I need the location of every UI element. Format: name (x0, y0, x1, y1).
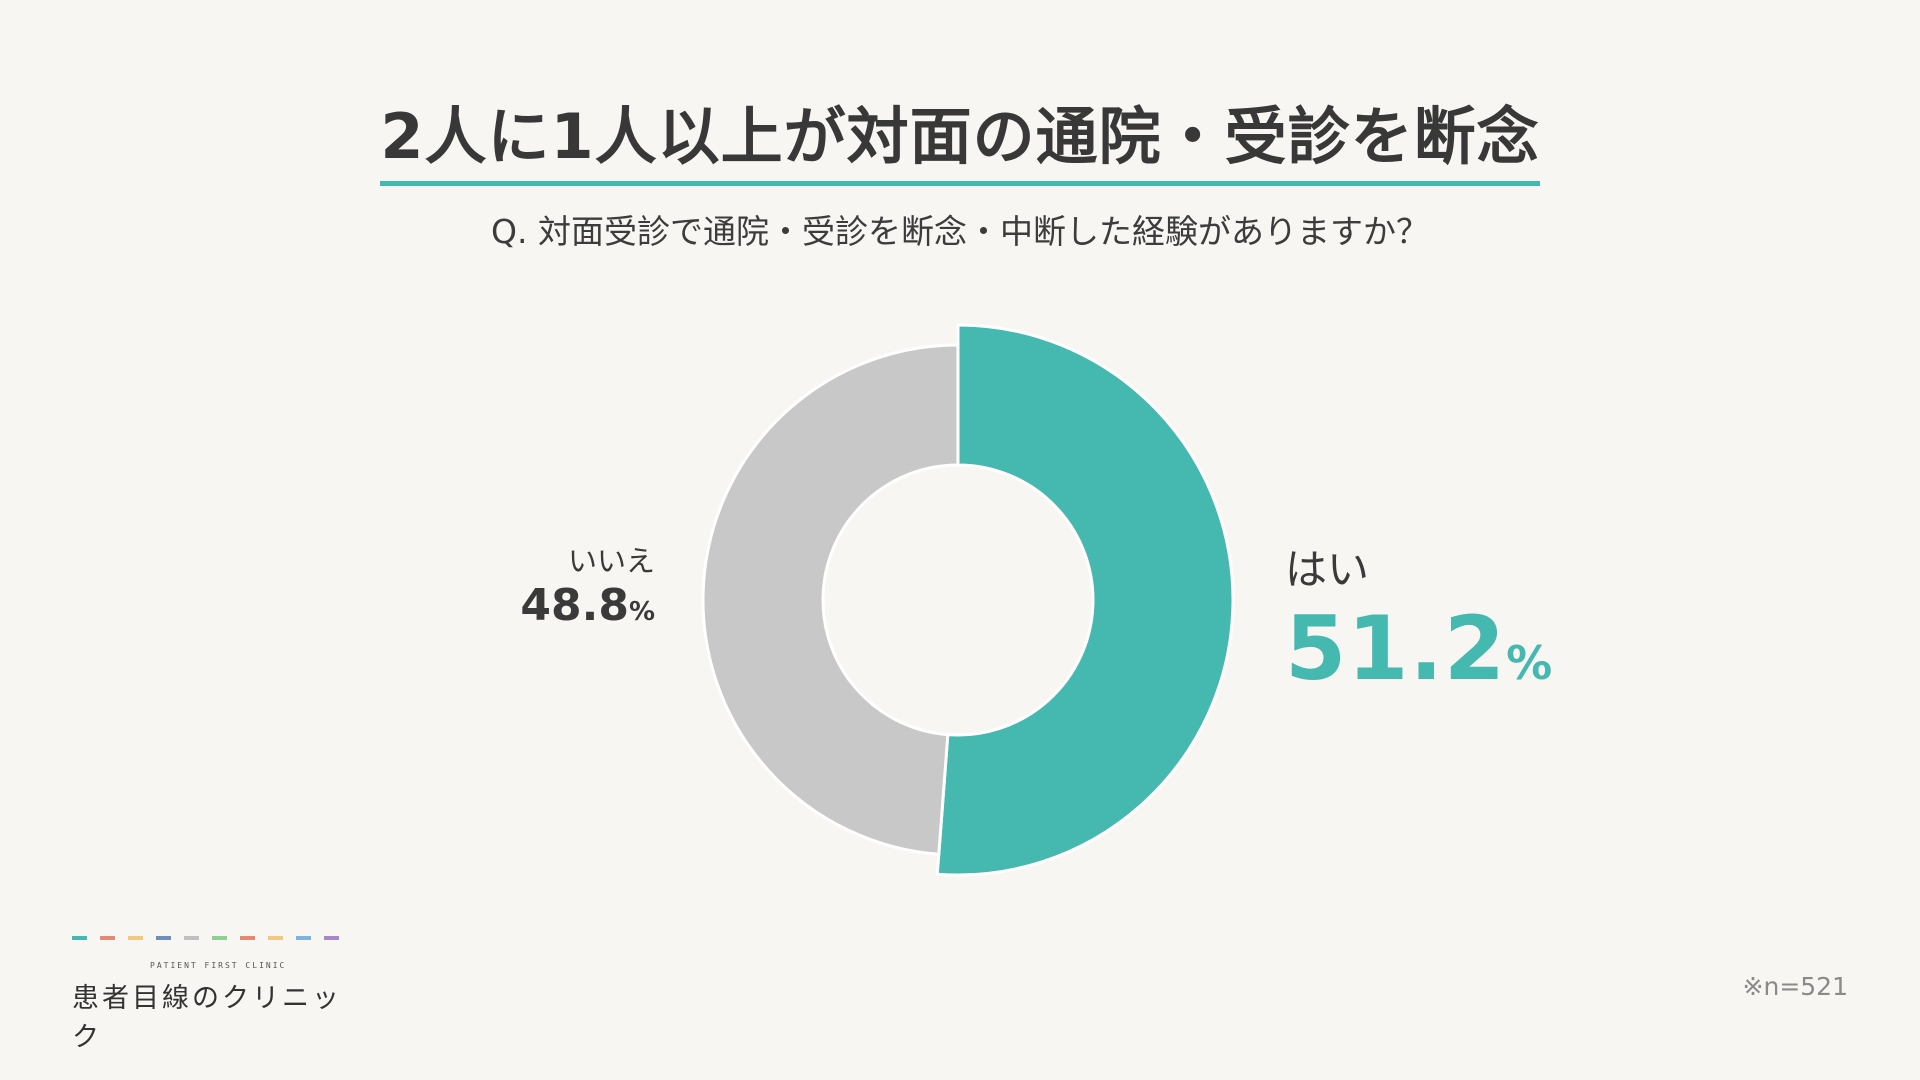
label-no: いいえ 48.8% (520, 538, 655, 631)
title-underline (380, 181, 1540, 186)
donut-slice-yes (935, 323, 1235, 877)
brand-logo: PATIENT FIRST CLINIC 患者目線のクリニック (72, 936, 352, 1054)
label-yes-value: 51.2 (1285, 597, 1507, 700)
brand-dash-9 (324, 936, 339, 940)
label-no-unit: % (628, 597, 655, 627)
brand-dash-3 (156, 936, 171, 940)
label-yes-category: はい (1285, 545, 1370, 594)
brand-dash-7 (268, 936, 283, 940)
brand-tagline: PATIENT FIRST CLINIC (150, 961, 287, 970)
brand-dash-2 (128, 936, 143, 940)
sample-size-note: ※n=521 (1742, 972, 1848, 1001)
survey-question: Q. 対面受診で通院・受診を断念・中断した経験がありますか？ (491, 212, 1429, 251)
label-no-category: いいえ (567, 544, 655, 578)
brand-dash-4 (184, 936, 199, 940)
brand-dash-8 (296, 936, 311, 940)
brand-dash-1 (100, 936, 115, 940)
label-yes-unit: % (1506, 636, 1553, 690)
brand-dash-0 (72, 936, 87, 940)
chart-title: 2人に1人以上が対面の通院・受診を断念 (380, 100, 1540, 173)
label-no-value: 48.8 (520, 580, 629, 631)
brand-dash-5 (212, 936, 227, 940)
brand-color-dashes (72, 936, 352, 941)
label-yes: はい 51.2% (1285, 536, 1552, 700)
brand-name: 患者目線のクリニック (72, 983, 342, 1053)
brand-dash-6 (240, 936, 255, 940)
donut-slice-no (701, 343, 960, 856)
